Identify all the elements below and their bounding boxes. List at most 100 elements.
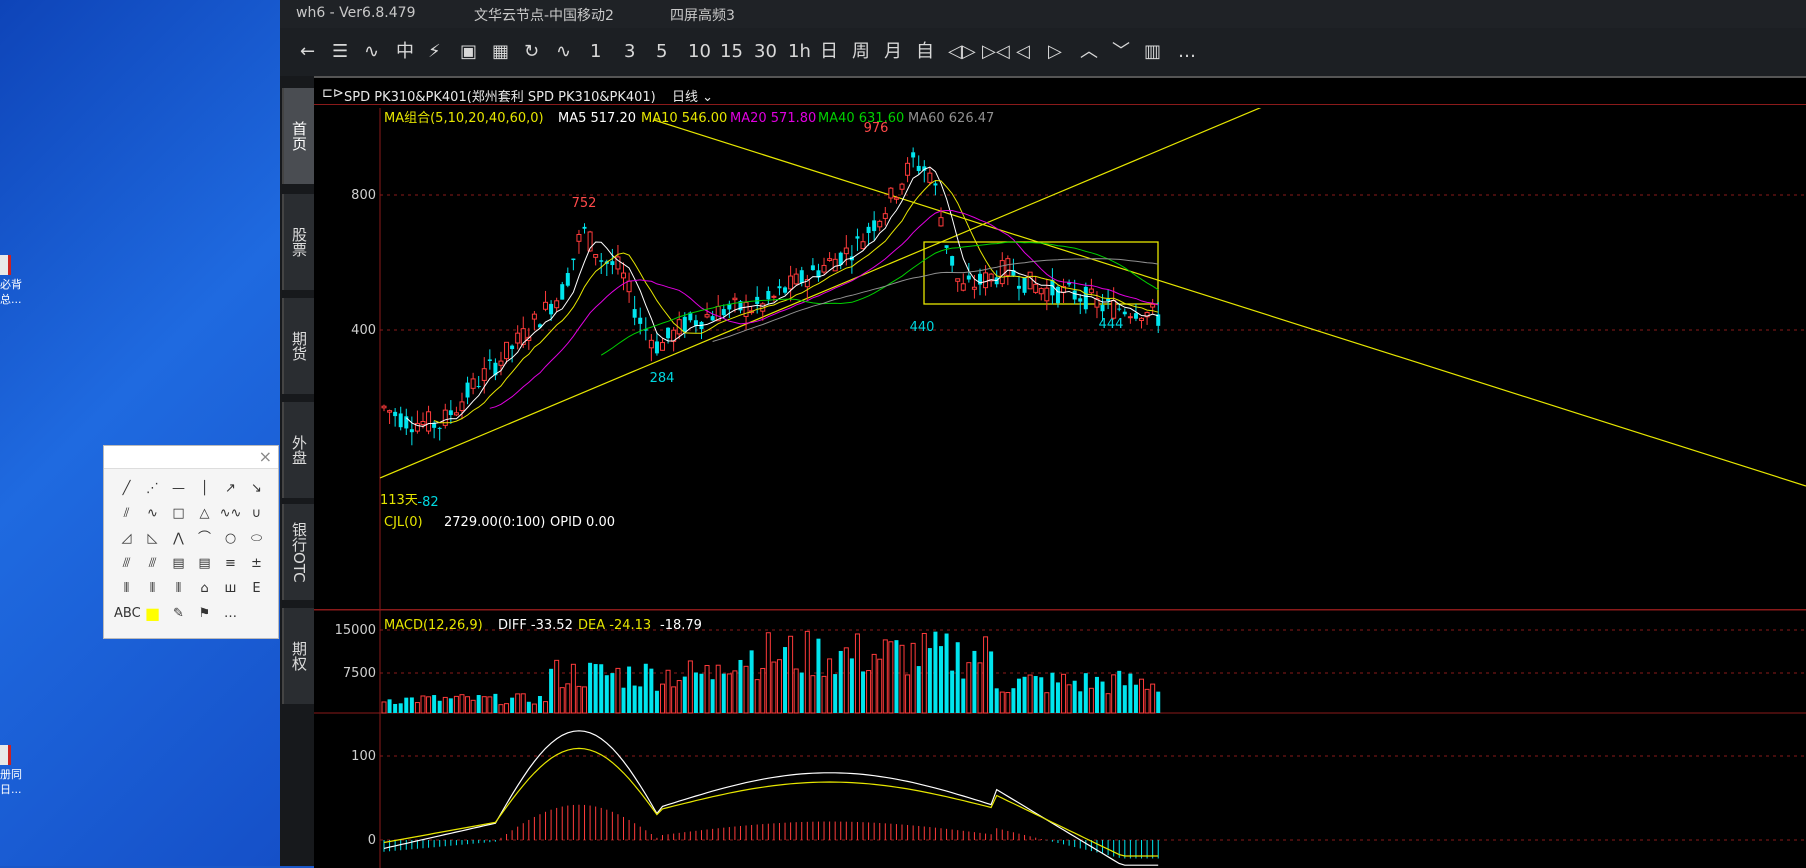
drawing-tool[interactable]: ◺ bbox=[147, 531, 158, 546]
volume-bar bbox=[1128, 673, 1133, 713]
macd-indicator-label[interactable]: MACD(12,26,9) bbox=[384, 618, 483, 633]
drawing-tool[interactable]: ⫻ bbox=[148, 556, 157, 571]
drawing-tool[interactable]: ⫻ bbox=[122, 556, 131, 571]
toolbar-item[interactable]: 月 bbox=[884, 41, 902, 62]
toolbar-item[interactable]: ◁▷ bbox=[948, 41, 976, 62]
drawing-tool[interactable]: ◿ bbox=[121, 531, 132, 546]
candle-body bbox=[671, 329, 677, 342]
drawing-tool[interactable]: ∿ bbox=[147, 506, 158, 521]
annotation-min: -82 bbox=[417, 495, 438, 510]
volume-bar bbox=[899, 644, 905, 714]
candle-body bbox=[1106, 298, 1111, 302]
toolbar-item[interactable]: ← bbox=[300, 41, 316, 62]
drawing-tool[interactable]: Ε bbox=[252, 581, 261, 596]
toolbar-item[interactable]: 15 bbox=[720, 41, 743, 62]
drawing-tool[interactable] bbox=[244, 602, 269, 625]
period-select[interactable]: 日线 ⌄ bbox=[672, 86, 713, 105]
drawing-tool[interactable]: ⌂ bbox=[200, 581, 209, 596]
volume-bar bbox=[520, 693, 526, 714]
drawing-tool[interactable]: ╱ bbox=[122, 481, 131, 496]
candle-body bbox=[404, 416, 409, 429]
toolbar-item[interactable]: ◁ bbox=[1016, 41, 1030, 62]
toolbar-item[interactable]: 自 bbox=[916, 41, 934, 62]
toolbar-item[interactable]: 10 bbox=[688, 41, 711, 62]
drawing-tool[interactable]: ⋀ bbox=[173, 531, 184, 546]
volume-bar bbox=[465, 696, 471, 714]
drawing-tool[interactable]: ± bbox=[251, 556, 262, 571]
side-tab[interactable]: 首页 bbox=[282, 88, 314, 184]
side-tab[interactable]: 银行OTC bbox=[282, 504, 314, 600]
candle-body bbox=[1055, 286, 1060, 304]
side-tab[interactable]: 期权 bbox=[282, 608, 314, 704]
drawing-tool[interactable]: ○ bbox=[224, 531, 237, 546]
volume-bar bbox=[426, 696, 432, 714]
drawing-tool[interactable]: ✎ bbox=[173, 606, 184, 621]
toolbar-item[interactable]: ∿ bbox=[364, 41, 380, 62]
toolbar-item[interactable]: ﹀ bbox=[1112, 41, 1130, 62]
toolbar-item[interactable]: ︿ bbox=[1080, 41, 1098, 62]
drawing-tool[interactable]: ▤ bbox=[198, 556, 211, 571]
server-node[interactable]: 文华云节点-中国移动2 bbox=[474, 8, 614, 24]
drawing-tool[interactable]: ↗ bbox=[225, 481, 236, 496]
toolbar-item[interactable]: ▣ bbox=[460, 41, 478, 62]
candle-body bbox=[565, 273, 570, 286]
drawing-tool[interactable]: ∿∿ bbox=[219, 506, 242, 521]
consolidation-box[interactable] bbox=[923, 241, 1159, 305]
drawing-tool[interactable]: ↘ bbox=[251, 481, 262, 496]
drawing-tool[interactable]: ⌒ bbox=[197, 531, 211, 546]
toolbar-item[interactable]: 1h bbox=[788, 41, 811, 62]
drawing-tool[interactable]: ■ bbox=[144, 604, 161, 623]
ma-combo-label[interactable]: MA组合(5,10,20,40,60,0) bbox=[384, 111, 544, 126]
volume-bar bbox=[933, 631, 938, 713]
desktop-shortcut-1[interactable]: 必背 总... bbox=[0, 255, 40, 307]
drawing-tool[interactable]: ⋰ bbox=[146, 481, 159, 496]
drawing-tool[interactable]: ∪ bbox=[251, 506, 262, 521]
drawing-tool[interactable]: △ bbox=[199, 506, 210, 521]
screen-mode[interactable]: 四屏高频3 bbox=[670, 8, 735, 24]
side-tab[interactable]: 期货 bbox=[282, 298, 314, 394]
trendline-resistance[interactable] bbox=[653, 119, 1806, 487]
drawing-tool[interactable]: ABC bbox=[114, 606, 141, 621]
toolbar-item[interactable]: 周 bbox=[852, 41, 870, 62]
drawing-tool[interactable]: ⬭ bbox=[250, 531, 263, 546]
volume-bar bbox=[966, 662, 972, 714]
toolbar-item[interactable]: … bbox=[1178, 41, 1196, 62]
toolbar-item[interactable]: 5 bbox=[656, 41, 668, 62]
toolbar-item[interactable]: ☰ bbox=[332, 41, 349, 62]
drawing-tool[interactable]: … bbox=[224, 606, 237, 621]
volume-indicator-label[interactable]: CJL(0) bbox=[384, 515, 423, 530]
volume-bar bbox=[638, 686, 643, 713]
drawing-tool[interactable]: ш bbox=[224, 581, 237, 596]
toolbar-item[interactable]: 3 bbox=[624, 41, 636, 62]
close-icon[interactable]: × bbox=[258, 447, 272, 466]
volume-bar bbox=[921, 632, 927, 714]
toolbar-item[interactable]: ⚡ bbox=[428, 41, 441, 62]
toolbar-item[interactable]: ▦ bbox=[492, 41, 510, 62]
toolbar-item[interactable]: ▷◁ bbox=[982, 41, 1010, 62]
drawing-tool[interactable]: ⦀ bbox=[175, 581, 182, 596]
toolbar-item[interactable]: ∿ bbox=[556, 41, 572, 62]
toolbar-item[interactable]: ↻ bbox=[524, 41, 540, 62]
toolbar-item[interactable]: 日 bbox=[820, 41, 838, 62]
drawing-tool[interactable]: ⦀ bbox=[149, 581, 156, 596]
toolbar-item[interactable]: 中 bbox=[396, 41, 414, 62]
candle-body bbox=[1027, 271, 1033, 290]
drawing-tool[interactable]: — bbox=[172, 481, 185, 496]
drawing-tool[interactable]: ⚑ bbox=[198, 606, 211, 621]
side-tab[interactable]: 外盘 bbox=[282, 402, 314, 498]
trendline-support[interactable] bbox=[379, 108, 1274, 479]
desktop-shortcut-2[interactable]: 册同 日... bbox=[0, 745, 40, 797]
toolbar-item[interactable]: ▷ bbox=[1048, 41, 1062, 62]
side-tab[interactable]: 股票 bbox=[282, 194, 314, 290]
drawing-tool[interactable]: ▤ bbox=[172, 556, 185, 571]
drawing-tool[interactable]: □ bbox=[172, 506, 185, 521]
drawing-tool[interactable]: │ bbox=[200, 481, 209, 496]
instrument-name[interactable]: SPD PK310&PK401(郑州套利 SPD PK310&PK401) bbox=[344, 90, 656, 105]
drawing-tool[interactable]: ⫽ bbox=[123, 506, 130, 521]
toolbar-item[interactable]: 1 bbox=[590, 41, 602, 62]
price-chart[interactable]: MA组合(5,10,20,40,60,0) MA5 517.20 MA10 54… bbox=[314, 108, 1806, 868]
drawing-tool[interactable]: ≡ bbox=[225, 556, 236, 571]
toolbar-item[interactable]: ▥ bbox=[1144, 41, 1162, 62]
toolbar-item[interactable]: 30 bbox=[754, 41, 777, 62]
drawing-tool[interactable]: ⦀ bbox=[123, 581, 130, 596]
